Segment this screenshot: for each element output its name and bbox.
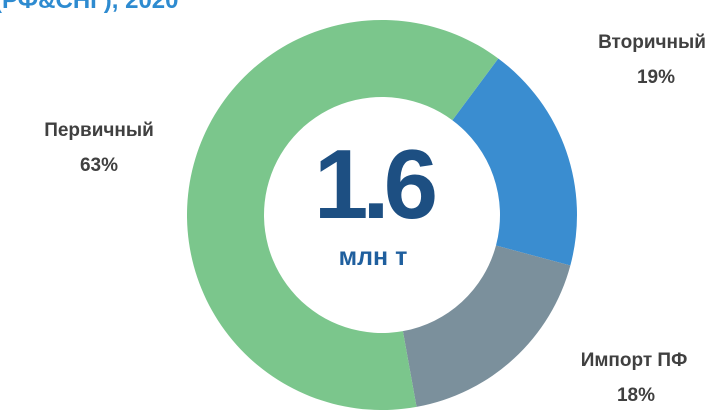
center-label: 1.6 — [314, 129, 435, 239]
segment-label: Вторичный — [598, 32, 706, 53]
segment-label: Первичный — [44, 120, 154, 141]
donut-segment — [402, 245, 571, 407]
segment-value-label: 19% — [637, 67, 675, 88]
donut-segment — [452, 58, 577, 266]
donut-segment — [187, 19, 499, 410]
segment-label: Импорт ПФ — [581, 350, 688, 371]
center-sublabel: млн т — [339, 243, 408, 271]
segment-value-label: 18% — [617, 385, 655, 406]
chart-title: (РФ&СНГ), 2020 — [0, 0, 179, 14]
segment-value-label: 63% — [80, 155, 118, 176]
